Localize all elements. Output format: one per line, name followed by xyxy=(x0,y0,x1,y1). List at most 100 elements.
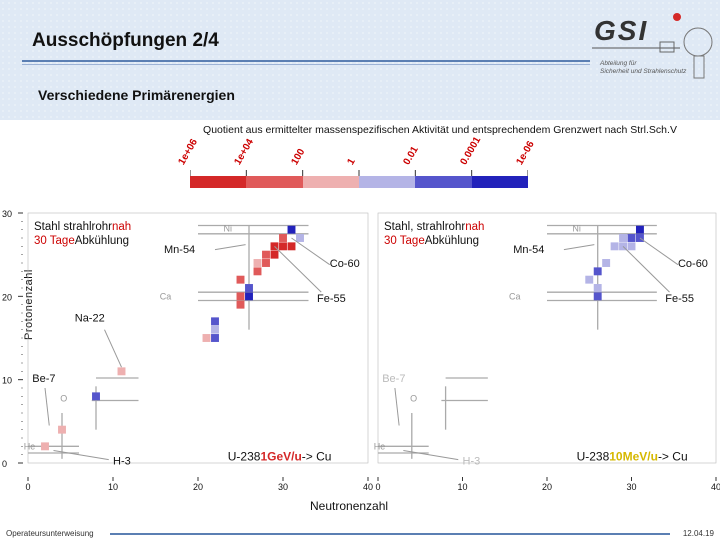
footer-left: Operateursunterweisung xyxy=(6,529,94,538)
colorbar-label: 0.0001 xyxy=(458,135,483,167)
x-tick-label: 30 xyxy=(626,482,636,492)
nuclide-cell xyxy=(602,259,611,267)
plot-frame xyxy=(27,212,369,464)
footer-rule xyxy=(110,533,670,535)
y-tick-label: 20 xyxy=(2,292,12,302)
colorbar xyxy=(190,176,528,188)
label-fe55: Fe-55 xyxy=(665,293,694,305)
colorbar-segment-5 xyxy=(471,176,528,188)
panel-heading-line1: Stahl, strahlrohr xyxy=(384,221,465,233)
nuclide-cell xyxy=(287,242,296,251)
footer-date: 12.04.19 xyxy=(682,529,714,538)
y-tick-label: 30 xyxy=(2,209,12,219)
colorbar-label: 0.01 xyxy=(401,144,422,167)
x-tick-label: 10 xyxy=(457,482,467,492)
nuclide-cell xyxy=(635,234,644,242)
nuclide-cell xyxy=(279,242,287,251)
logo-subtext-line2: Sicherheit und Strahlenschutz xyxy=(600,68,687,75)
logo-subtext-line1: Abteilung für xyxy=(600,60,637,67)
pointer-be7 xyxy=(394,387,400,426)
label-co60: Co-60 xyxy=(330,258,360,270)
panel-heading-line2-colored: 30 Tage xyxy=(384,235,425,247)
label-o: O xyxy=(410,393,417,403)
nuclide-charts: 0 10 20 30 40 Stahl strahlrohr nah 30 Tage Abkü… xyxy=(2,209,720,492)
label-ca: Ca xyxy=(160,292,172,302)
nuclide-cell xyxy=(627,242,636,251)
logo-box xyxy=(659,41,675,53)
colorbar-caption: Quotient aus ermittelter massenspezifisc… xyxy=(203,124,677,136)
label-na22: Na-22 xyxy=(75,312,105,324)
colorbar-segment-4 xyxy=(415,176,472,188)
colorbar-ticks xyxy=(190,170,528,176)
nuclide-cell xyxy=(236,300,245,309)
nuclide-cell xyxy=(245,292,253,301)
nuclide-cell xyxy=(270,250,279,259)
label-h3: H-3 xyxy=(463,456,481,468)
pointer-mn54 xyxy=(563,244,595,251)
y-tick-label: 0 xyxy=(2,459,7,469)
colorbar-label: 100 xyxy=(289,147,307,167)
label-be7: Be-7 xyxy=(32,373,55,385)
nuclide-cell xyxy=(245,284,253,292)
panel-heading-line1-suffix: nah xyxy=(465,221,484,233)
colorbar-label: 1e+04 xyxy=(232,137,257,167)
x-tick-label: 10 xyxy=(108,482,118,492)
pointer-co60 xyxy=(639,237,679,266)
panel-heading-line2-rest: Abkühlung xyxy=(425,235,479,247)
colorbar-segment-1 xyxy=(246,176,303,188)
nuclide-cell xyxy=(236,292,245,301)
pointer-fe55 xyxy=(622,245,670,293)
colorbar-label: 1 xyxy=(345,156,358,167)
nuclide-cell xyxy=(279,234,287,242)
nuclide-cell xyxy=(619,234,628,242)
label-co60: Co-60 xyxy=(678,258,708,270)
label-h3: H-3 xyxy=(113,456,131,468)
panel-heading-line2-colored: 30 Tage xyxy=(34,235,75,247)
gsi-logo: GSI xyxy=(592,13,713,79)
beam-prefix: U-238 xyxy=(577,450,610,464)
title-rule xyxy=(22,60,590,62)
nuclide-cell xyxy=(262,250,270,259)
x-tick-label: 40 xyxy=(711,482,720,492)
x-tick-label: 30 xyxy=(278,482,288,492)
nuclide-cell xyxy=(58,425,66,434)
beam-energy: 1GeV/u xyxy=(260,450,301,464)
pointer-co60 xyxy=(291,237,331,266)
nuclide-cell xyxy=(593,284,602,292)
label-mn54: Mn-54 xyxy=(164,244,195,256)
label-he: He xyxy=(24,442,36,452)
pointer-h3 xyxy=(403,450,459,461)
pointer-fe55 xyxy=(274,245,322,293)
logo-subtext: Abteilung für Sicherheit und Strahlensch… xyxy=(600,60,686,76)
nuclide-cell xyxy=(627,234,636,242)
plot-frame xyxy=(377,212,717,464)
nuclide-cell xyxy=(287,225,296,234)
panel-heading-line2-rest: Abkühlung xyxy=(75,235,129,247)
nuclide-cell xyxy=(593,292,602,301)
nuclide-cell xyxy=(92,392,100,401)
nuclide-cell xyxy=(211,334,219,342)
label-ni: Ni xyxy=(224,223,233,233)
logo-dot xyxy=(673,13,681,21)
colorbar-segment-3 xyxy=(358,176,416,188)
colorbar-segment-2 xyxy=(302,176,359,188)
slide-subtitle: Verschiedene Primärenergien xyxy=(38,87,235,103)
nuclide-cell xyxy=(262,259,270,267)
beam-energy: 10MeV/u xyxy=(609,450,658,464)
nuclide-cell xyxy=(117,367,126,376)
nuclide-cell xyxy=(610,242,619,251)
x-tick-label: 20 xyxy=(542,482,552,492)
x-tick-label: 40 xyxy=(363,482,373,492)
pointer-mn54 xyxy=(214,244,246,251)
label-fe55: Fe-55 xyxy=(317,293,346,305)
colorbar-label: 1e-06 xyxy=(514,139,537,167)
y-tick-label: 10 xyxy=(2,376,12,386)
panel-heading-line1: Stahl strahlrohr xyxy=(34,221,112,233)
nuclide-cell xyxy=(202,334,211,342)
nuclide-cell xyxy=(593,267,602,276)
logo-text: GSI xyxy=(594,15,648,46)
label-mn54: Mn-54 xyxy=(513,244,544,256)
nuclide-cell xyxy=(211,325,219,334)
colorbar-segment-0 xyxy=(190,176,247,188)
nuclide-cell xyxy=(253,259,262,267)
